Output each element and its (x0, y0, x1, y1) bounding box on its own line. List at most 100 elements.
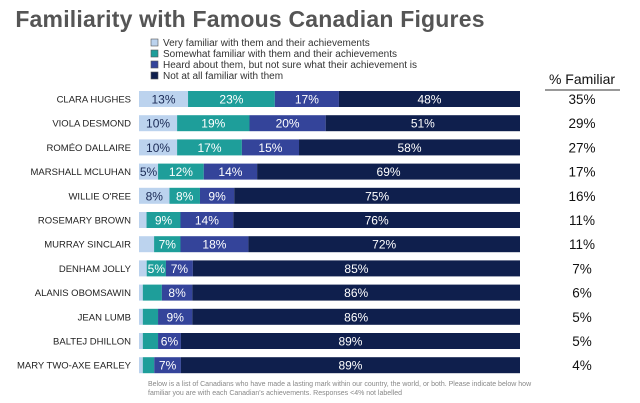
legend-label-1: Very familiar with them and their achiev… (163, 38, 370, 49)
bar-data-label: 86% (344, 310, 368, 324)
bar-data-label: 18% (202, 238, 226, 252)
percent-familiar-value: 27% (568, 140, 595, 155)
percent-familiar-value: 29% (568, 116, 595, 131)
category-label: CLARA HUGHES (57, 95, 131, 106)
bar-data-label: 12% (169, 165, 193, 179)
bar-data-label: 8% (176, 189, 194, 203)
bar-segment-1 (139, 139, 178, 156)
bar-data-label: 5% (148, 262, 166, 276)
bar-segment-1 (139, 236, 155, 253)
bar-data-label: 9% (155, 214, 173, 228)
bar-data-label: 15% (258, 141, 282, 155)
bar-segment-3 (161, 284, 193, 301)
bar-segment-4 (299, 139, 520, 156)
bar-segment-4 (192, 260, 520, 277)
bar-segment-1 (139, 260, 147, 277)
bar-data-label: 17% (295, 93, 319, 107)
percent-familiar-value: 7% (572, 261, 592, 276)
bar-data-label: 7% (171, 262, 189, 276)
category-label: DENHAM JOLLY (59, 264, 132, 275)
bar-segment-1 (139, 91, 189, 107)
bar-data-label: 85% (344, 262, 368, 276)
bar-data-label: 10% (146, 141, 170, 155)
bar-row: MARSHALL MCLUHAN 5% 12% 14% 69% 17% (31, 163, 596, 180)
percent-familiar-value: 17% (568, 165, 595, 180)
bar-segment-2 (142, 333, 159, 349)
bar-row: BALTEJ DHILLON 6% 89% 5% (53, 333, 592, 349)
bar-row: ROSEMARY BROWN 9% 14% 76% 11% (38, 212, 595, 228)
bar-segment-1 (139, 163, 159, 180)
bar-data-label: 86% (344, 286, 368, 300)
bar-row: CLARA HUGHES 13% 23% 17% 48% 35% (57, 91, 596, 107)
bar-data-label: 6% (161, 335, 179, 349)
bar-row: ROMÉO DALLAIRE 10% 17% 15% 58% 27% (47, 139, 596, 156)
bar-data-label: 72% (372, 238, 396, 252)
bar-data-label: 76% (365, 214, 389, 228)
category-label: VIOLA DESMOND (52, 119, 131, 130)
bar-data-label: 8% (146, 189, 164, 203)
bar-data-label: 23% (219, 93, 243, 107)
bar-data-label: 19% (201, 117, 225, 131)
bar-data-label: 58% (397, 141, 421, 155)
category-label: ROMÉO DALLAIRE (47, 143, 131, 154)
legend-swatch-4 (150, 71, 159, 80)
legend-swatch-1 (150, 38, 159, 47)
bar-data-label: 20% (276, 117, 300, 131)
bar-segment-2 (146, 212, 181, 228)
bar-segment-3 (158, 333, 181, 349)
bar-segment-4 (192, 308, 520, 325)
bar-data-label: 10% (146, 117, 170, 131)
chart-title: Familiarity with Famous Canadian Figures (15, 6, 485, 32)
legend-label-3: Heard about them, but not sure what thei… (163, 60, 417, 71)
bar-row: DENHAM JOLLY 5% 7% 85% 7% (59, 260, 592, 277)
bar-segment-2 (142, 284, 162, 301)
percent-familiar-value: 5% (572, 310, 592, 325)
bar-data-label: 14% (195, 214, 219, 228)
bar-segment-2 (154, 236, 181, 253)
percent-familiar-header: % Familiar (549, 71, 615, 87)
bar-segment-1 (139, 212, 147, 228)
category-label: BALTEJ DHILLON (53, 337, 131, 348)
bar-segment-2 (177, 115, 250, 132)
bar-data-label: 14% (218, 165, 242, 179)
bar-segment-3 (180, 236, 249, 253)
legend: Very familiar with them and their achiev… (150, 38, 417, 82)
bar-rows: CLARA HUGHES 13% 23% 17% 48% 35% VIOLA DESMOND… (17, 91, 596, 374)
percent-familiar-value: 16% (568, 189, 595, 204)
bar-data-label: 8% (168, 286, 186, 300)
bar-segment-2 (142, 308, 159, 325)
bar-segment-1 (139, 284, 143, 301)
category-label: MARY TWO-AXE EARLEY (17, 361, 132, 372)
bar-data-label: 5% (140, 165, 158, 179)
percent-familiar-value: 6% (572, 286, 592, 301)
category-label: WILLIE O'REE (68, 191, 131, 202)
bar-data-label: 9% (167, 310, 185, 324)
bar-data-label: 9% (208, 189, 226, 203)
bar-segment-3 (165, 260, 193, 277)
bar-segment-4 (233, 212, 520, 228)
bar-data-label: 51% (411, 117, 435, 131)
bar-segment-2 (146, 260, 166, 277)
bar-segment-4 (325, 115, 520, 132)
bar-data-label: 7% (159, 238, 177, 252)
bar-data-label: 69% (377, 165, 401, 179)
bar-row: MARY TWO-AXE EARLEY 7% 89% 4% (17, 357, 592, 374)
bar-segment-1 (139, 333, 143, 349)
bar-segment-4 (338, 91, 520, 107)
percent-familiar-value: 35% (568, 92, 595, 107)
bar-data-label: 48% (417, 93, 441, 107)
bar-segment-4 (180, 333, 520, 349)
bar-segment-4 (234, 187, 520, 204)
bar-segment-4 (180, 357, 520, 374)
bar-segment-2 (142, 357, 155, 374)
category-label: JEAN LUMB (78, 312, 131, 323)
bar-segment-3 (199, 187, 235, 204)
percent-familiar-value: 11% (569, 237, 595, 252)
legend-swatch-3 (150, 60, 159, 69)
bar-row: JEAN LUMB 9% 86% 5% (78, 308, 592, 325)
category-label: ROSEMARY BROWN (38, 216, 131, 227)
bar-segment-1 (139, 357, 143, 374)
bar-segment-2 (169, 187, 200, 204)
bar-data-label: 13% (152, 93, 176, 107)
